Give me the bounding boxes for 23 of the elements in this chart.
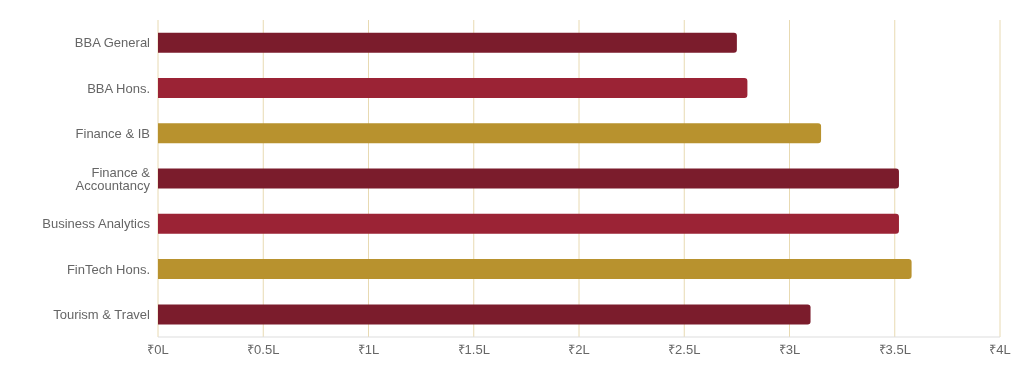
bar xyxy=(158,213,899,234)
y-tick-label: BBA General xyxy=(74,35,151,51)
bar xyxy=(158,259,912,280)
y-tick-label: Finance & IB xyxy=(75,125,150,141)
y-tick-label: FinTech Hons. xyxy=(66,261,150,277)
bar xyxy=(158,77,748,98)
bar xyxy=(158,32,737,53)
x-tick-label: ₹0.5L xyxy=(247,342,280,358)
y-tick-label: Finance & Accountancy xyxy=(75,164,151,193)
x-tick-label: ₹1L xyxy=(357,342,380,358)
x-tick-label: ₹0L xyxy=(147,342,169,358)
x-tick-label: ₹3.5L xyxy=(878,342,911,358)
y-tick-label: Tourism & Travel xyxy=(53,306,151,322)
x-tick-label: ₹3L xyxy=(778,342,801,358)
y-tick-label: Business Analytics xyxy=(42,216,151,232)
bar xyxy=(158,168,899,189)
y-tick-label: BBA Hons. xyxy=(87,80,150,96)
bar xyxy=(158,304,811,325)
x-tick-label: ₹1.5L xyxy=(457,342,490,358)
x-tick-label: ₹4L xyxy=(989,342,1011,358)
bar xyxy=(158,123,822,144)
x-tick-label: ₹2.5L xyxy=(668,342,701,358)
x-tick-label: ₹2L xyxy=(568,342,590,358)
